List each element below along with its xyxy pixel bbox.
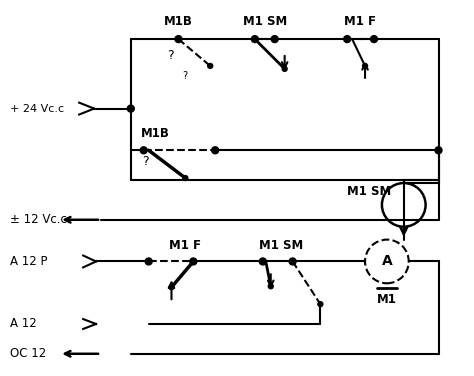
- Circle shape: [183, 176, 188, 180]
- Text: A 12: A 12: [9, 317, 36, 331]
- Text: M1 SM: M1 SM: [243, 15, 287, 28]
- Circle shape: [344, 36, 351, 42]
- Text: ± 12 Vc.c: ± 12 Vc.c: [9, 213, 66, 226]
- Text: A: A: [382, 255, 392, 268]
- Circle shape: [282, 67, 287, 71]
- Circle shape: [268, 284, 273, 289]
- Circle shape: [212, 147, 219, 154]
- Circle shape: [190, 258, 197, 265]
- Circle shape: [259, 258, 266, 265]
- Circle shape: [140, 147, 147, 154]
- Circle shape: [169, 285, 174, 290]
- Text: M1 F: M1 F: [344, 15, 376, 28]
- Text: ?: ?: [167, 50, 174, 62]
- Text: + 24 Vc.c: + 24 Vc.c: [9, 104, 64, 114]
- Circle shape: [435, 147, 442, 154]
- Circle shape: [128, 105, 134, 112]
- Text: M1B: M1B: [164, 15, 193, 28]
- Circle shape: [318, 302, 323, 306]
- Text: OC 12: OC 12: [9, 347, 46, 360]
- Text: M1 SM: M1 SM: [347, 185, 391, 199]
- Text: M1: M1: [377, 293, 397, 306]
- Circle shape: [175, 36, 182, 42]
- Circle shape: [251, 36, 258, 42]
- Circle shape: [145, 258, 152, 265]
- Circle shape: [289, 258, 296, 265]
- Circle shape: [208, 64, 213, 68]
- Circle shape: [371, 36, 377, 42]
- Circle shape: [363, 64, 367, 68]
- Circle shape: [271, 36, 278, 42]
- Text: A 12 P: A 12 P: [9, 255, 47, 268]
- Text: M1B: M1B: [141, 127, 170, 140]
- Text: M1 F: M1 F: [169, 239, 201, 252]
- Text: ?: ?: [182, 71, 188, 81]
- Text: ?: ?: [142, 155, 148, 168]
- Text: M1 SM: M1 SM: [258, 239, 303, 252]
